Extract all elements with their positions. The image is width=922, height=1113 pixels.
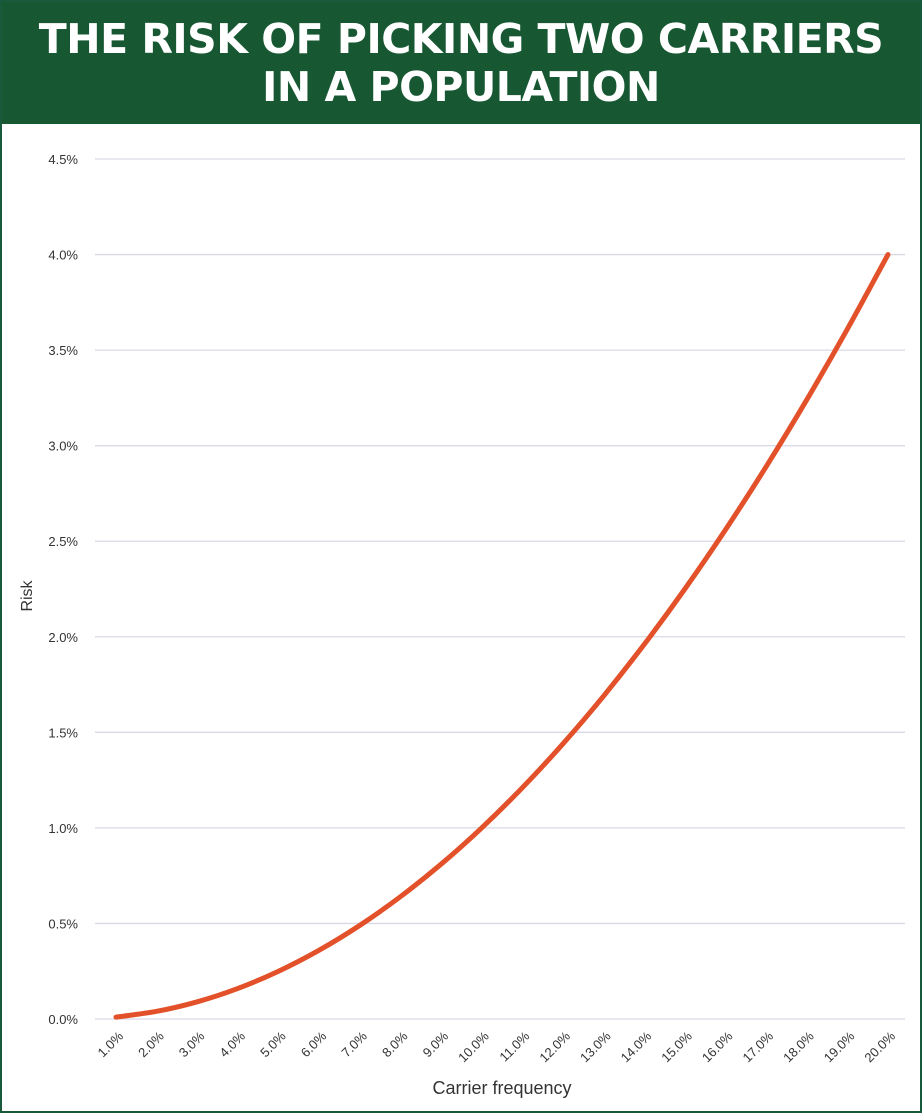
data-point: [155, 1010, 158, 1013]
chart-title-line-1: THE RISK OF PICKING TWO CARRIERS: [38, 15, 884, 63]
y-tick-label: 2.5%: [48, 534, 78, 549]
data-point: [846, 328, 849, 330]
y-tick-label: 3.5%: [48, 343, 78, 358]
x-tick-label: 17.0%: [740, 1028, 777, 1065]
y-tick-label: 1.5%: [48, 725, 78, 740]
x-tick-label: 20.0%: [861, 1028, 898, 1065]
y-tick-label: 3.0%: [48, 439, 78, 454]
data-point: [643, 643, 646, 646]
y-axis-ticks: 0.0% 0.5% 1.0% 1.5% 2.0% 2.5% 3.0% 3.5% 4.0% 4.5%: [48, 152, 78, 1027]
data-point: [440, 863, 442, 865]
x-tick-label: 14.0%: [618, 1028, 655, 1065]
data-point: [196, 1001, 199, 1003]
series-line: [113, 252, 891, 1020]
x-tick-label: 2.0%: [135, 1028, 167, 1060]
data-point: [115, 1016, 117, 1018]
x-tick-label: 18.0%: [780, 1028, 817, 1065]
y-tick-label: 4.5%: [48, 152, 78, 167]
x-tick-label: 15.0%: [658, 1028, 695, 1065]
x-tick-label: 19.0%: [821, 1028, 858, 1065]
y-tick-label: 0.0%: [48, 1012, 78, 1027]
x-tick-label: 13.0%: [577, 1028, 614, 1065]
data-point: [480, 827, 483, 829]
data-point: [724, 528, 727, 531]
x-tick-label: 5.0%: [257, 1028, 289, 1060]
x-tick-label: 11.0%: [496, 1028, 532, 1064]
x-tick-label: 12.0%: [536, 1028, 573, 1065]
x-tick-label: 1.0%: [95, 1028, 127, 1060]
series-layer: [113, 252, 891, 1020]
data-point: [602, 695, 605, 697]
data-point: [318, 949, 320, 951]
data-point: [805, 399, 808, 401]
y-axis-title: Risk: [19, 579, 36, 611]
chart-area: 0.0% 0.5% 1.0% 1.5% 2.0% 2.5% 3.0% 3.5% 4.0% 4.5%…: [2, 124, 920, 1111]
risk-line-chart: 0.0% 0.5% 1.0% 1.5% 2.0% 2.5% 3.0% 3.5% 4.0% 4.5%…: [19, 152, 905, 1098]
chart-title-line-2: IN A POPULATION: [262, 63, 660, 111]
title-banner: THE RISK OF PICKING TWO CARRIERS IN A PO…: [2, 2, 920, 124]
data-point: [358, 924, 361, 927]
data-point: [684, 588, 686, 590]
y-tick-label: 4.0%: [48, 248, 78, 263]
x-tick-label: 3.0%: [176, 1028, 208, 1060]
x-tick-label: 7.0%: [338, 1028, 370, 1060]
y-tick-label: 1.0%: [48, 821, 78, 836]
data-point: [521, 786, 524, 789]
data-point: [887, 253, 889, 256]
x-tick-label: 9.0%: [420, 1028, 452, 1060]
y-tick-label: 2.0%: [48, 630, 78, 645]
x-tick-label: 4.0%: [216, 1028, 248, 1060]
gridlines: [95, 158, 905, 1020]
data-point: [399, 895, 402, 898]
x-axis-ticks: 1.0% 2.0% 3.0% 4.0% 5.0% 6.0% 7.0% 8.0% 9.0% 10.0…: [95, 1028, 899, 1065]
x-tick-label: 10.0%: [455, 1028, 492, 1065]
data-point: [765, 465, 767, 468]
x-tick-label: 6.0%: [298, 1028, 330, 1060]
y-tick-label: 0.5%: [48, 916, 78, 931]
x-axis-title: Carrier frequency: [432, 1078, 571, 1098]
data-point: [562, 743, 564, 745]
data-point: [237, 987, 239, 990]
data-point: [277, 970, 280, 973]
x-tick-label: 8.0%: [379, 1028, 411, 1060]
x-tick-label: 16.0%: [699, 1028, 736, 1065]
